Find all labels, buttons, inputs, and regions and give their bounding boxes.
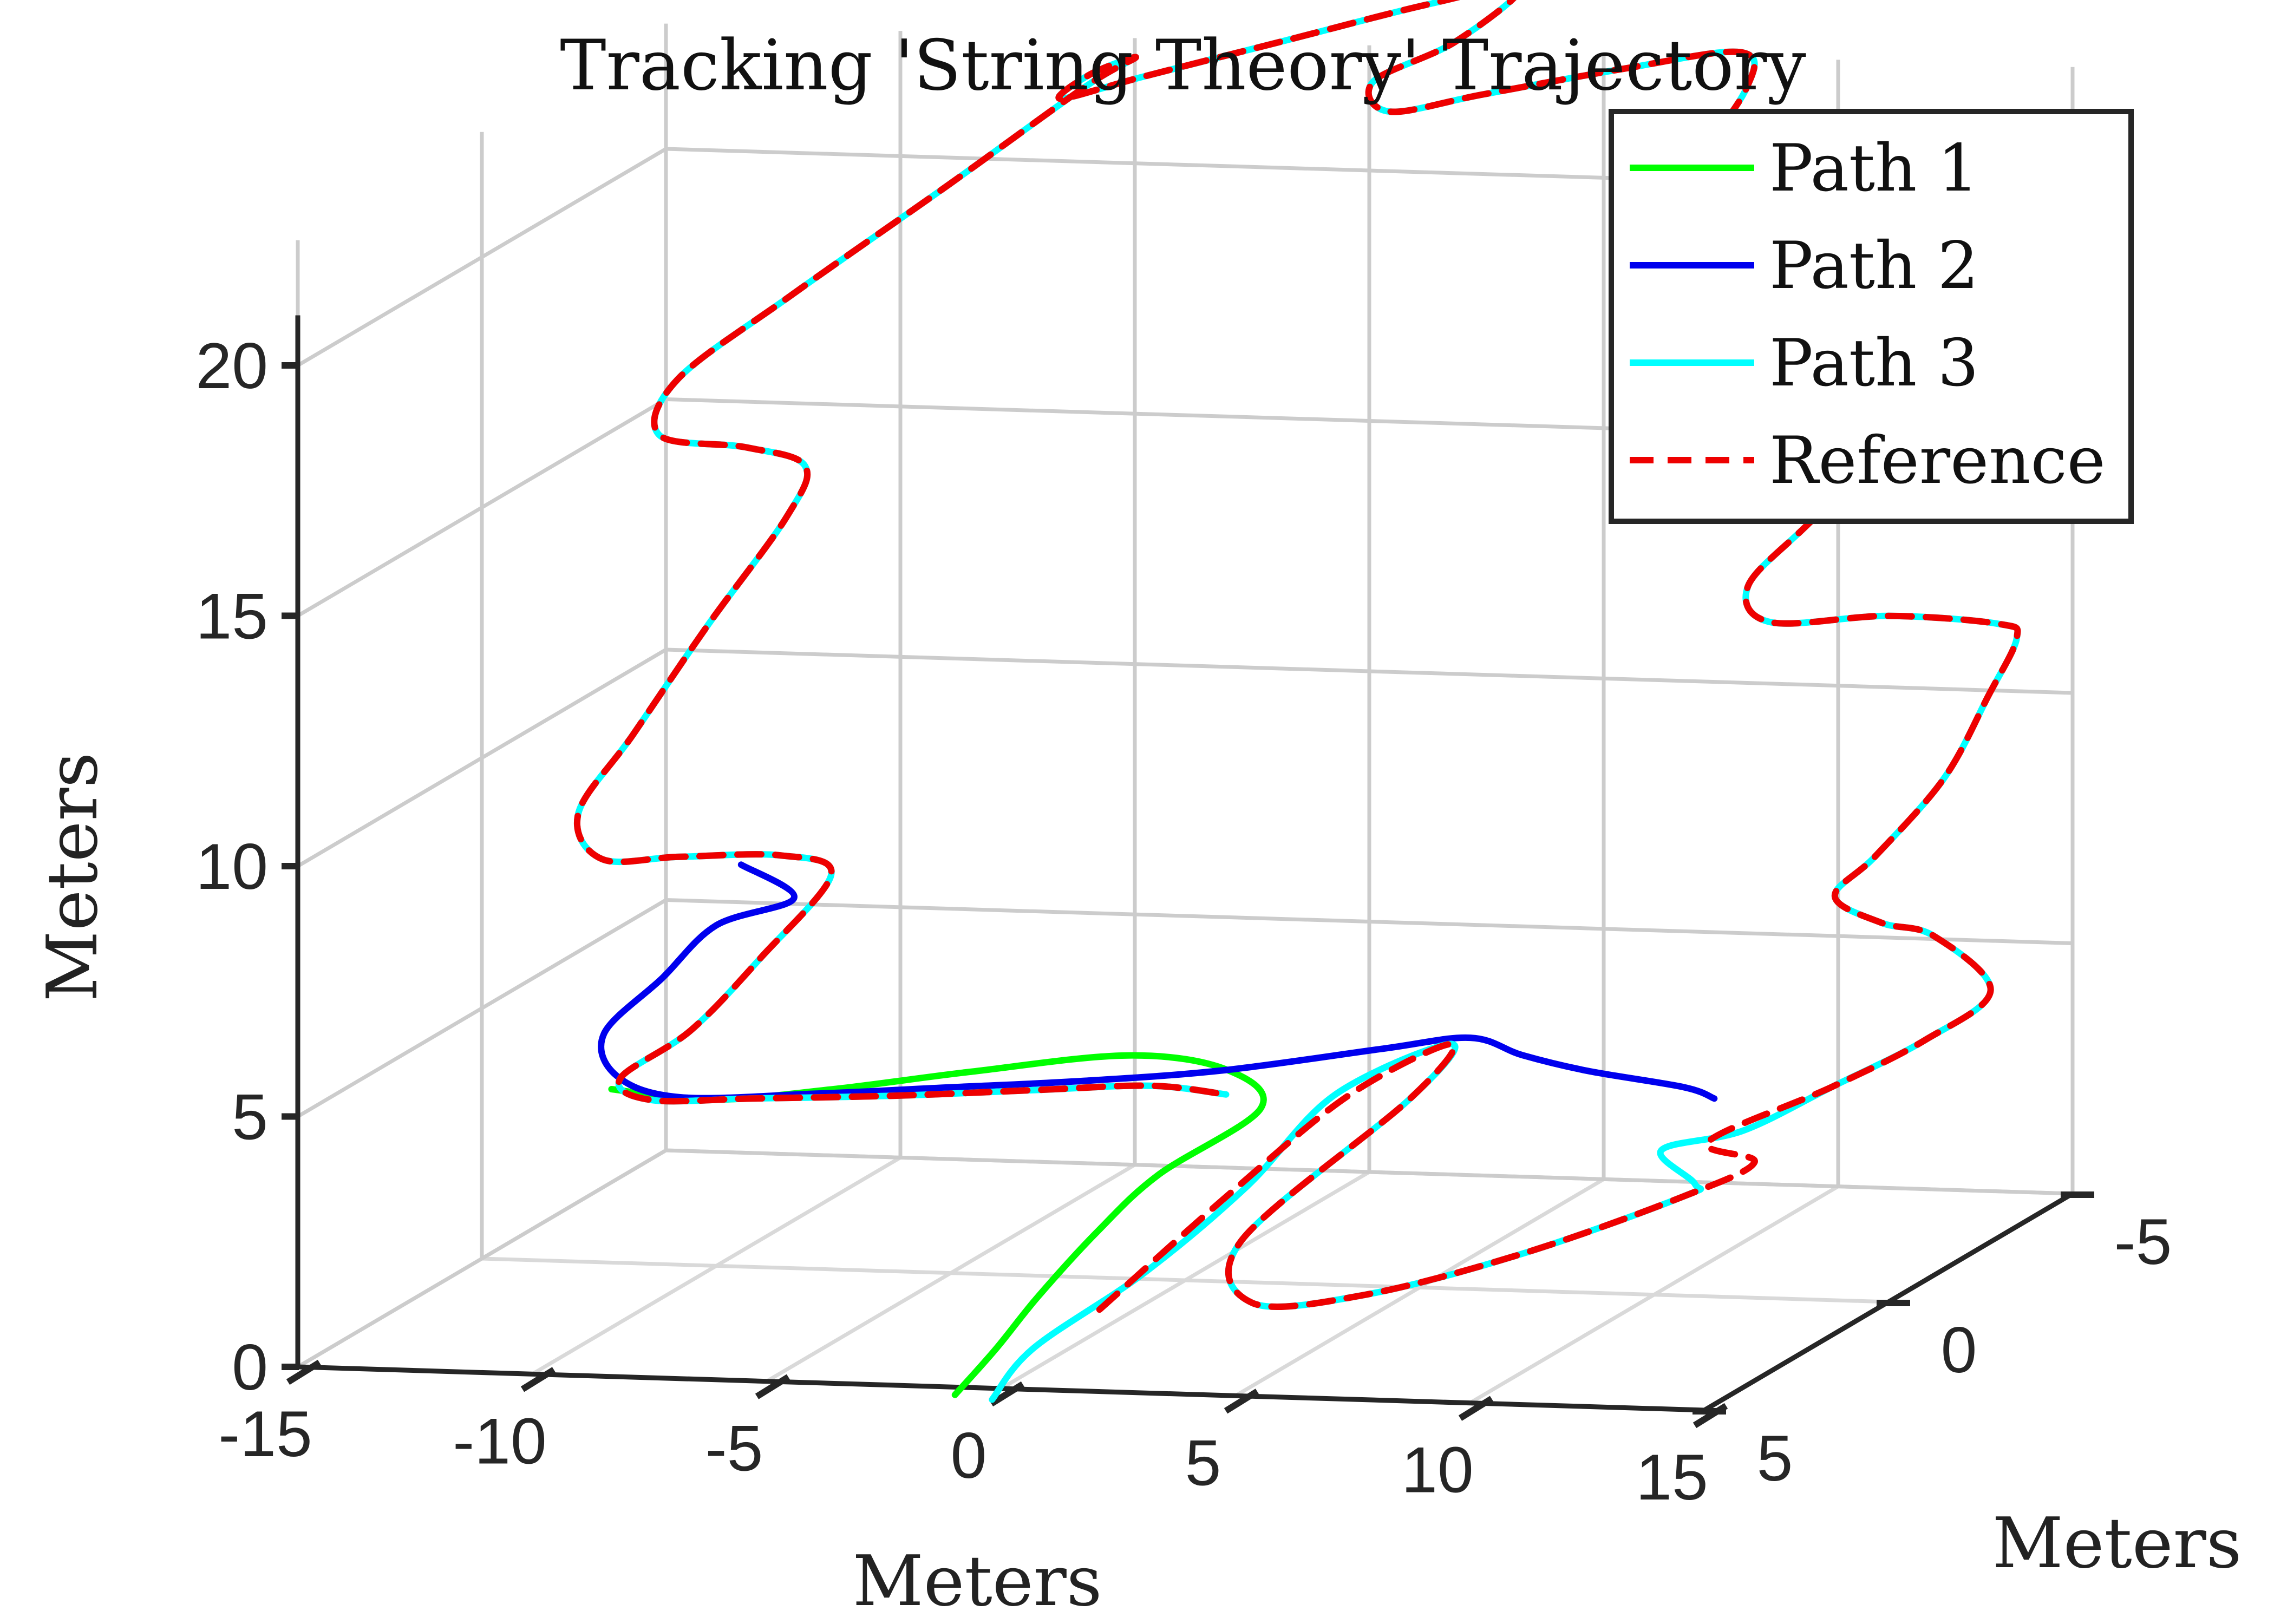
grid-line-side-z (297, 397, 667, 618)
y-tick-label: 0 (1941, 1314, 1977, 1386)
x-tick-mark (989, 1381, 1025, 1407)
x-tick-label: 5 (1185, 1426, 1221, 1499)
x-tick-mark (286, 1359, 322, 1385)
grid-line-side-z (297, 1148, 667, 1369)
x-tick-label: -10 (453, 1405, 546, 1477)
axis-labels: Tracking 'String Theory' Trajectory Mete… (32, 25, 2242, 1622)
y-tick-label: -5 (2114, 1206, 2172, 1278)
legend-label-4: Reference (1769, 423, 2106, 499)
legend-box (1609, 109, 2134, 524)
x-tick-mark (1224, 1389, 1259, 1414)
z-tick-label: 0 (232, 1331, 268, 1404)
x-tick-label: 0 (951, 1419, 987, 1492)
grid-line-side-z (297, 147, 667, 368)
y-axis-label: Meters (1992, 1503, 2242, 1584)
grid-line-back-z (665, 898, 2073, 945)
x-tick-label: 15 (1636, 1441, 1708, 1514)
x-tick-label: -5 (705, 1412, 763, 1485)
x-tick-mark (755, 1374, 790, 1399)
z-tick-label: 15 (196, 580, 268, 653)
plot-area (573, 0, 2021, 1403)
chart-title: Tracking 'String Theory' Trajectory (560, 25, 1806, 106)
x-axis-label: Meters (853, 1541, 1102, 1622)
x-tick-label: 10 (1401, 1434, 1473, 1507)
grid-line-back-z (665, 647, 2073, 695)
z-tick-label: 5 (232, 1081, 268, 1154)
grid-line-floor-y (481, 1256, 1889, 1304)
grid-line-side-z (297, 647, 667, 868)
grid-line-side-z (297, 898, 667, 1118)
x-tick-mark (1458, 1396, 1494, 1421)
legend-label-1: Path 1 (1769, 131, 1979, 206)
grid-line-back-z (665, 1148, 2073, 1196)
series-line-2 (598, 861, 1718, 1102)
legend: Path 1 Path 2 Path 3 Reference (1609, 109, 2134, 524)
legend-label-2: Path 2 (1769, 228, 1979, 304)
y-tick-label: 5 (1757, 1422, 1793, 1495)
z-tick-label: 10 (196, 830, 268, 903)
x-tick-mark (520, 1367, 556, 1392)
legend-label-3: Path 3 (1769, 326, 1979, 401)
z-axis-label: Meters (32, 752, 113, 1002)
series-line-4 (573, 0, 2021, 1313)
x-tick-label: -15 (218, 1398, 312, 1470)
z-tick-label: 20 (196, 330, 268, 402)
